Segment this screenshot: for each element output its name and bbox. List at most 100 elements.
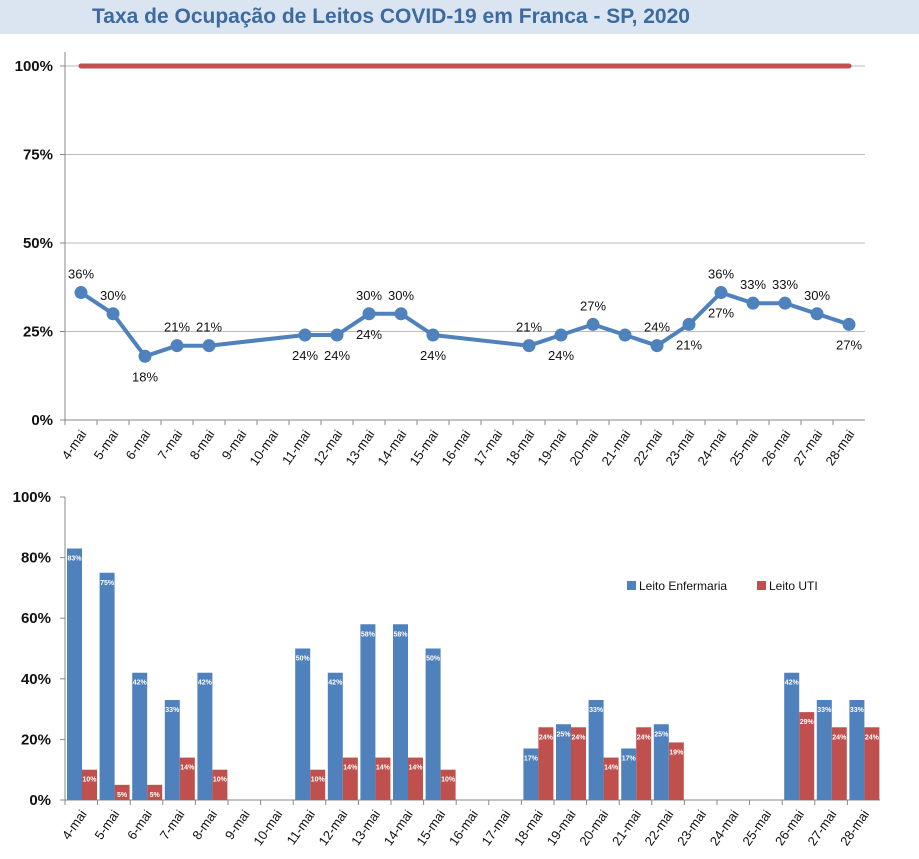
bar-uti-label: 5% — [117, 792, 128, 799]
line-xtick-label: 21-mai — [598, 427, 633, 468]
line-xtick-label: 27-mai — [790, 427, 825, 468]
line-xtick-label: 26-mai — [758, 427, 793, 468]
line-xtick-label: 15-mai — [406, 427, 441, 468]
line-point — [170, 339, 184, 353]
bar-uti-label: 14% — [604, 765, 619, 772]
bar-uti — [310, 769, 326, 800]
line-point — [330, 328, 344, 342]
line-xtick-label: 17-mai — [470, 427, 505, 468]
bar-uti-label: 14% — [376, 765, 391, 772]
legend-label: Leito UTI — [769, 579, 818, 593]
bar-enfermaria-label: 50% — [426, 656, 441, 663]
line-data-label: 24% — [324, 348, 350, 363]
bar-uti — [82, 769, 97, 800]
bar-xtick-label: 4-mai — [59, 807, 90, 842]
line-data-label: 36% — [68, 267, 94, 282]
line-xtick-label: 7-mai — [155, 427, 186, 462]
line-point — [842, 317, 856, 331]
bar-enfermaria — [99, 572, 115, 800]
bar-xtick-label: 23-mai — [674, 807, 709, 848]
bar-enfermaria-label: 33% — [589, 707, 604, 714]
legend-swatch — [627, 581, 636, 590]
line-data-label: 30% — [388, 288, 414, 303]
bar-xtick-label: 11-mai — [283, 807, 318, 847]
bar-xtick-label: 7-mai — [157, 807, 188, 842]
line-ytick-label: 25% — [23, 324, 53, 341]
line-data-label: 27% — [836, 337, 862, 352]
bar-xtick-label: 6-mai — [124, 807, 155, 842]
line-point — [618, 328, 632, 342]
bar-uti-label: 10% — [82, 777, 97, 784]
line-point — [362, 307, 376, 321]
line-xtick-label: 24-mai — [694, 427, 729, 468]
bar-uti — [147, 784, 163, 800]
line-xtick-label: 16-mai — [438, 427, 473, 468]
bar-xtick-label: 24-mai — [707, 807, 742, 848]
bar-enfermaria-label: 58% — [361, 631, 376, 638]
bar-enfermaria — [132, 672, 148, 800]
bar-xtick-label: 9-mai — [222, 807, 253, 842]
line-data-label: 33% — [740, 277, 766, 292]
bar-uti-label: 24% — [865, 734, 880, 741]
legend-label: Leito Enfermaria — [639, 579, 727, 593]
line-point — [682, 317, 696, 331]
line-point — [746, 296, 760, 310]
line-data-label: 24% — [420, 348, 446, 363]
line-data-label: 18% — [132, 369, 158, 384]
bar-uti-label: 24% — [571, 734, 586, 741]
bar-xtick-label: 12-mai — [315, 807, 350, 848]
bar-ytick-label: 100% — [13, 489, 51, 506]
bar-enfermaria-label: 58% — [393, 631, 408, 638]
line-ytick-label: 50% — [23, 235, 53, 252]
line-data-label: 27% — [708, 306, 734, 321]
bar-xtick-label: 18-mai — [511, 807, 546, 848]
bar-uti-label: 5% — [150, 792, 161, 799]
bar-uti — [342, 757, 358, 800]
bar-xtick-label: 20-mai — [576, 807, 611, 848]
line-point — [426, 328, 440, 342]
bar-uti — [831, 727, 847, 800]
line-data-label: 24% — [356, 327, 382, 342]
title-bar — [0, 0, 919, 34]
line-point — [586, 317, 600, 331]
bar-enfermaria — [164, 700, 180, 800]
bar-uti — [114, 784, 130, 800]
line-data-label: 36% — [708, 267, 734, 282]
bar-uti — [668, 742, 684, 800]
bar-ytick-label: 40% — [21, 671, 51, 688]
bar-enfermaria — [653, 724, 669, 800]
bar-enfermaria-label: 25% — [556, 731, 571, 738]
bar-uti-label: 24% — [539, 734, 554, 741]
line-xtick-label: 10-mai — [246, 427, 281, 468]
bar-enfermaria-label: 42% — [133, 680, 148, 687]
bar-xtick-label: 5-mai — [91, 807, 122, 842]
bar-xtick-label: 13-mai — [348, 807, 383, 848]
bar-xtick-label: 16-mai — [446, 807, 481, 848]
bar-xtick-label: 14-mai — [381, 807, 416, 848]
bar-enfermaria — [197, 672, 213, 800]
bar-uti-label: 14% — [180, 765, 195, 772]
bar-enfermaria — [393, 624, 408, 800]
line-data-label: 30% — [804, 288, 830, 303]
line-data-label: 21% — [516, 320, 542, 335]
line-xtick-label: 19-mai — [534, 427, 569, 468]
bar-ytick-label: 60% — [21, 610, 51, 627]
bar-uti — [408, 757, 423, 800]
bar-xtick-label: 22-mai — [641, 807, 676, 848]
line-point — [138, 349, 152, 363]
line-point — [714, 286, 728, 300]
bar-xtick-label: 10-mai — [250, 807, 285, 848]
bar-xtick-label: 26-mai — [772, 807, 807, 848]
line-xtick-label: 4-mai — [59, 427, 90, 462]
bar-enfermaria — [849, 700, 865, 800]
line-xtick-label: 28-mai — [822, 427, 857, 468]
line-data-label: 24% — [292, 348, 318, 363]
line-xtick-label: 5-mai — [91, 427, 122, 462]
bar-enfermaria — [360, 624, 376, 800]
bar-enfermaria-label: 42% — [785, 680, 800, 687]
bar-uti-label: 14% — [408, 765, 423, 772]
bar-enfermaria-label: 25% — [654, 731, 669, 738]
bar-xtick-label: 25-mai — [739, 807, 774, 848]
bar-ytick-label: 80% — [21, 550, 51, 567]
